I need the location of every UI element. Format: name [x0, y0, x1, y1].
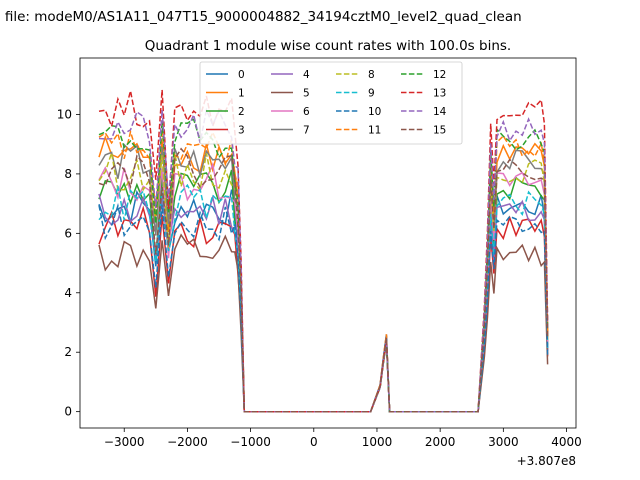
y-tick-label: 6 — [64, 226, 72, 240]
axes-frame — [79, 57, 577, 429]
x-axis-offset-label: +3.807e8 — [517, 454, 576, 468]
series-line-5 — [98, 233, 549, 413]
series-line-12 — [98, 118, 549, 413]
series-line-3 — [98, 205, 549, 413]
x-axis: −3000 −2000 −1000 0 1000 2000 3000 4000 — [104, 428, 582, 449]
y-tick-label: 2 — [64, 345, 72, 359]
legend-label-4: 4 — [303, 69, 310, 81]
y-axis: 0 2 4 6 8 10 — [57, 107, 80, 419]
y-tick-label: 8 — [64, 167, 72, 181]
series-line-10 — [98, 202, 549, 413]
series-layer — [98, 89, 549, 413]
legend-label-2: 2 — [238, 106, 245, 118]
legend-label-15: 15 — [433, 125, 446, 137]
legend-label-11: 11 — [368, 125, 381, 137]
series-line-1 — [98, 134, 549, 413]
series-line-11 — [98, 128, 549, 413]
chart-title: Quadrant 1 module wise count rates with … — [145, 38, 511, 54]
x-tick-label: 0 — [310, 435, 318, 449]
x-tick-label: 4000 — [551, 435, 582, 449]
x-tick-label: 1000 — [362, 435, 393, 449]
series-line-4 — [98, 193, 549, 413]
legend-label-8: 8 — [368, 69, 375, 81]
x-tick-label: −2000 — [167, 435, 208, 449]
legend-label-5: 5 — [303, 88, 310, 100]
x-tick-label: 2000 — [425, 435, 456, 449]
series-line-6 — [98, 161, 549, 413]
series-line-14 — [98, 107, 549, 413]
y-tick-label: 0 — [64, 405, 72, 419]
y-tick-label: 4 — [64, 286, 72, 300]
legend-label-13: 13 — [433, 88, 446, 100]
plot-area: −3000 −2000 −1000 0 1000 2000 3000 4000 0246810… — [57, 57, 582, 468]
legend-frame — [199, 61, 463, 145]
x-tick-label: −1000 — [230, 435, 271, 449]
legend-label-10: 10 — [368, 106, 381, 118]
legend-label-9: 9 — [368, 88, 375, 100]
legend-label-0: 0 — [238, 69, 245, 81]
y-tick-label: 10 — [57, 107, 72, 121]
x-tick-label: 3000 — [488, 435, 519, 449]
legend-label-1: 1 — [238, 88, 245, 100]
legend-label-7: 7 — [303, 125, 310, 137]
x-tick-label: −3000 — [104, 435, 145, 449]
legend-label-3: 3 — [238, 125, 245, 137]
figure-suptitle: n file: modeM0/AS1A11_047T15_9000004882_… — [0, 9, 522, 25]
series-line-15 — [98, 147, 549, 413]
legend-label-6: 6 — [303, 106, 310, 118]
series-line-13 — [98, 89, 549, 413]
legend-label-12: 12 — [433, 69, 446, 81]
legend-label-14: 14 — [433, 106, 447, 118]
